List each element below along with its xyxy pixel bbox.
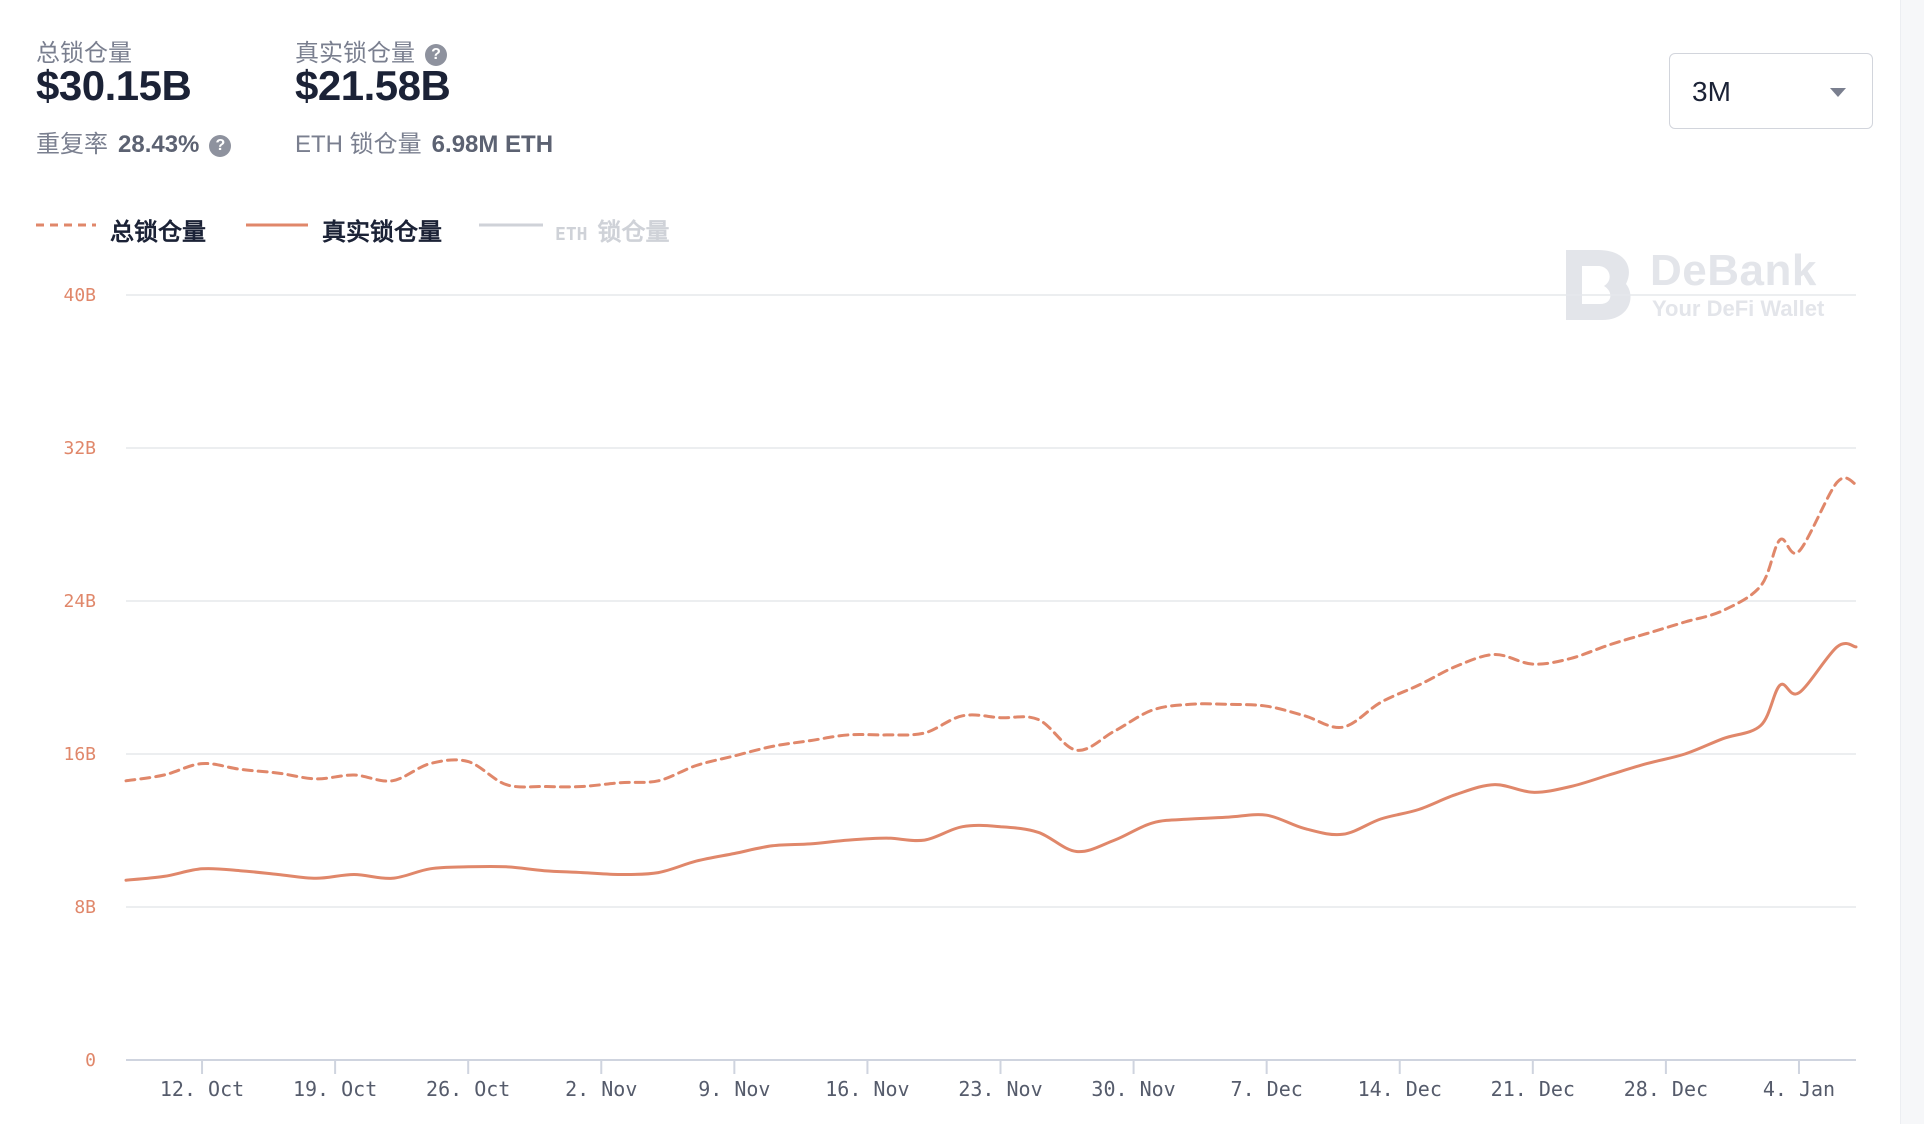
x-tick-label: 23. Nov xyxy=(958,1077,1042,1101)
legend-line-disabled-icon xyxy=(479,223,543,227)
repeat-rate: 重复率 28.43%? xyxy=(36,124,232,159)
x-tick-label: 28. Dec xyxy=(1624,1077,1708,1101)
help-icon[interactable]: ? xyxy=(425,43,447,66)
y-tick-label: 40B xyxy=(63,285,96,306)
total-tvl-value: $30.15B xyxy=(36,62,192,109)
y-tick-label: 16B xyxy=(63,744,96,765)
legend-solid-line-icon xyxy=(246,223,308,227)
y-tick-label: 24B xyxy=(63,591,96,612)
chart-axes: 0 8B 16B 24B 32B 40B 12. Oct 19. Oct 26. Oct 2. N… xyxy=(63,285,1856,1101)
scrollbar-track[interactable] xyxy=(1900,0,1924,1124)
x-tick-label: 2. Nov xyxy=(565,1077,637,1101)
x-tick-label: 26. Oct xyxy=(426,1077,510,1101)
series-line-total-tvl xyxy=(124,476,1858,789)
total-tvl-label: 总锁仓量 xyxy=(36,40,132,67)
y-tick-label: 0 xyxy=(85,1050,96,1071)
watermark-subtitle: Your DeFi Wallet xyxy=(1652,296,1825,321)
period-select[interactable]: 3M xyxy=(1669,53,1873,129)
eth-tvl-label: ETH 锁仓量 xyxy=(295,131,422,158)
x-tick-label: 16. Nov xyxy=(825,1077,909,1101)
debank-logo-icon xyxy=(1566,250,1631,320)
y-tick-label: 8B xyxy=(74,897,96,918)
chevron-down-icon xyxy=(1830,88,1846,97)
period-select-value: 3M xyxy=(1692,76,1731,107)
chart-gridlines xyxy=(126,294,1856,908)
eth-tvl: ETH 锁仓量 6.98M ETH xyxy=(295,124,553,159)
x-tick-label: 4. Jan xyxy=(1763,1077,1835,1101)
x-tick-label: 21. Dec xyxy=(1491,1077,1575,1101)
debank-watermark: DeBank Your DeFi Wallet xyxy=(1560,246,1830,324)
x-tick-label: 30. Nov xyxy=(1091,1077,1175,1101)
x-tick-label: 14. Dec xyxy=(1358,1077,1442,1101)
eth-tvl-value: 6.98M ETH xyxy=(431,131,554,158)
legend-item-eth[interactable]: ETH 锁仓量 xyxy=(479,210,719,246)
x-tick-label: 19. Oct xyxy=(293,1077,377,1101)
real-tvl-value: $21.58B xyxy=(295,62,451,109)
chart-series xyxy=(124,476,1858,882)
watermark-title: DeBank xyxy=(1650,246,1817,295)
legend-label-eth-suffix: 锁仓量 xyxy=(597,219,670,246)
legend-item-total[interactable]: 总锁仓量 xyxy=(36,210,216,246)
real-tvl-label: 真实锁仓量 xyxy=(295,40,415,67)
legend-label-eth-prefix: ETH xyxy=(555,224,588,245)
real-tvl-label-wrap: 真实锁仓量? xyxy=(295,33,447,68)
help-icon[interactable]: ? xyxy=(209,134,232,157)
legend-item-real[interactable]: 真实锁仓量 xyxy=(246,210,446,246)
series-line-real-tvl xyxy=(124,642,1858,882)
x-tick-label: 12. Oct xyxy=(160,1077,244,1101)
legend-label-real: 真实锁仓量 xyxy=(322,219,442,246)
y-tick-label: 32B xyxy=(63,438,96,459)
legend-label-total: 总锁仓量 xyxy=(110,219,206,246)
repeat-rate-value: 28.43% xyxy=(118,131,200,158)
x-tick-label: 9. Nov xyxy=(698,1077,770,1101)
legend-label-eth: ETH 锁仓量 xyxy=(555,212,670,247)
x-tick-label: 7. Dec xyxy=(1231,1077,1303,1101)
repeat-rate-label: 重复率 xyxy=(36,131,108,158)
legend-dashed-line-icon xyxy=(36,223,96,227)
